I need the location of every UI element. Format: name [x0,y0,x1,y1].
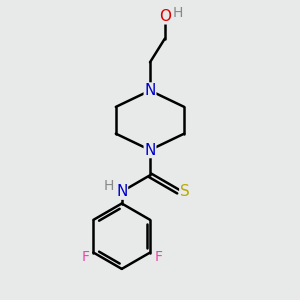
Text: H: H [104,179,115,193]
Text: N: N [116,184,128,199]
Text: N: N [144,83,156,98]
Text: S: S [180,184,190,199]
Text: H: H [173,6,183,20]
Text: F: F [154,250,162,264]
Text: O: O [159,9,171,24]
Text: F: F [81,250,89,264]
Text: N: N [144,142,156,158]
